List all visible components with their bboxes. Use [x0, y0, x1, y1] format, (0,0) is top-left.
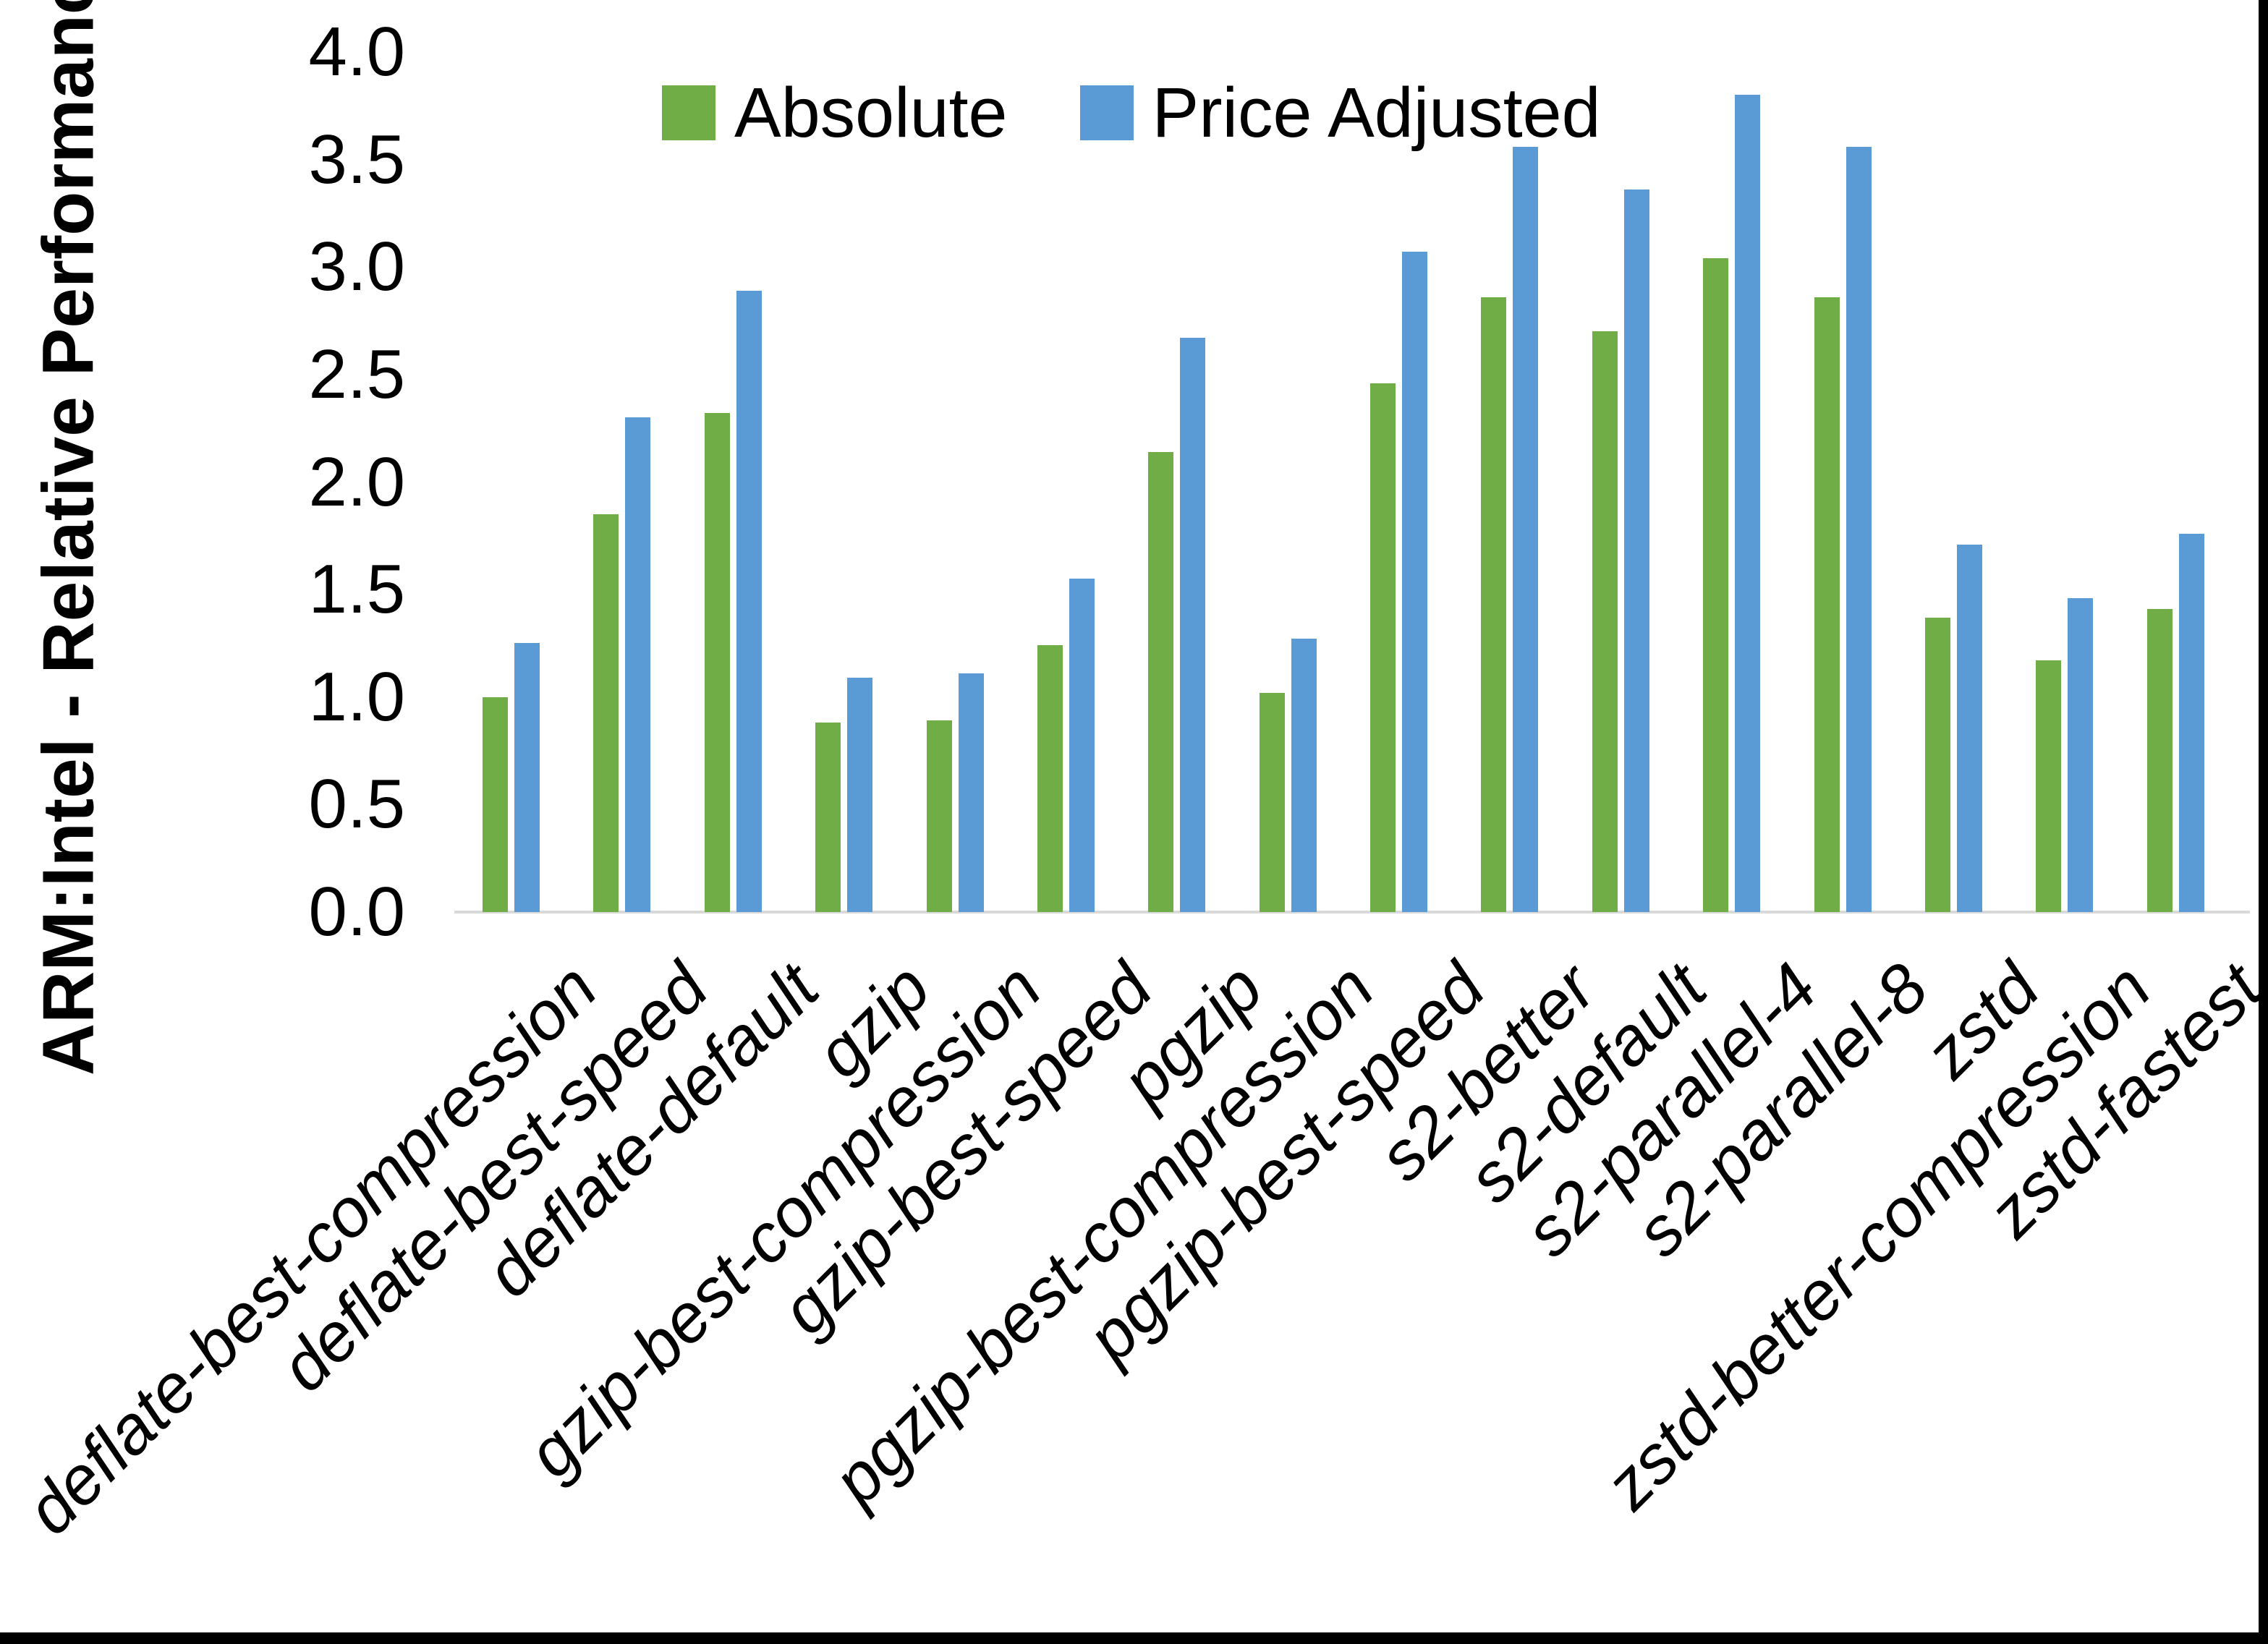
x-axis-line [454, 911, 2250, 913]
legend-label-absolute: Absolute [734, 73, 1008, 152]
bar-absolute-zstd-fastest [2146, 608, 2173, 912]
screenshot-border-bottom [0, 1632, 2268, 1644]
bar-price-adjusted-pgzip [1180, 338, 1206, 912]
bar-absolute-pgzip-best-speed [1370, 383, 1396, 912]
bar-absolute-deflate-best-speed [593, 514, 619, 912]
y-tick-label: 1.5 [308, 550, 405, 629]
bar-absolute-gzip-best-compression [926, 720, 952, 912]
y-tick-label: 3.0 [308, 228, 405, 306]
bar-absolute-zstd [1924, 617, 1950, 912]
y-tick-label: 2.0 [308, 443, 405, 521]
screenshot-border-right [2259, 0, 2268, 1644]
bar-absolute-gzip-best-speed [1037, 645, 1063, 912]
y-tick-label: 0.5 [308, 765, 405, 843]
bar-absolute-deflate-best-compression [483, 697, 508, 912]
bar-price-adjusted-pgzip-best-speed [1402, 252, 1427, 912]
bar-absolute-zstd-better-compression [2036, 660, 2062, 912]
y-tick-label: 4.0 [308, 13, 405, 90]
bar-price-adjusted-s2-parallel-8 [1846, 146, 1872, 912]
bar-absolute-pgzip [1148, 451, 1174, 912]
bar-price-adjusted-s2-parallel-4 [1735, 95, 1761, 912]
bar-price-adjusted-zstd [1956, 544, 1982, 912]
legend-swatch-absolute [662, 85, 715, 140]
bar-absolute-s2-default [1592, 331, 1618, 912]
legend-item-absolute: Absolute [662, 72, 1008, 153]
legend-item-price-adjusted: Price Adjusted [1079, 72, 1601, 153]
legend-swatch-price-adjusted [1079, 85, 1134, 140]
bar-price-adjusted-gzip [847, 677, 873, 912]
bar-price-adjusted-pgzip-best-compression [1291, 639, 1317, 912]
y-tick-label: 1.0 [308, 657, 405, 736]
bar-absolute-s2-better [1481, 297, 1507, 912]
y-tick-label: 3.5 [308, 120, 405, 198]
legend-label-price-adjusted: Price Adjusted [1152, 73, 1601, 152]
y-tick-label: 0.0 [308, 873, 405, 950]
bar-price-adjusted-gzip-best-speed [1069, 579, 1095, 912]
bar-price-adjusted-deflate-best-compression [514, 643, 540, 912]
bar-price-adjusted-deflate-default [736, 290, 762, 912]
bar-price-adjusted-s2-better [1513, 146, 1539, 912]
bar-absolute-s2-parallel-8 [1814, 297, 1840, 912]
bar-absolute-gzip [815, 723, 841, 912]
bar-price-adjusted-zstd-better-compression [2068, 598, 2094, 912]
bar-price-adjusted-gzip-best-compression [958, 673, 984, 912]
bar-absolute-pgzip-best-compression [1259, 692, 1285, 912]
bar-price-adjusted-s2-default [1623, 189, 1649, 912]
bar-price-adjusted-deflate-best-speed [625, 417, 651, 912]
legend: Absolute Price Adjusted [662, 72, 1601, 153]
y-axis-title: ARM:Intel - Relative Performance [27, 0, 109, 1076]
y-tick-label: 2.5 [308, 335, 405, 413]
bar-price-adjusted-zstd-fastest [2178, 533, 2204, 912]
bar-absolute-s2-parallel-4 [1703, 258, 1729, 912]
bar-absolute-deflate-default [704, 413, 730, 912]
